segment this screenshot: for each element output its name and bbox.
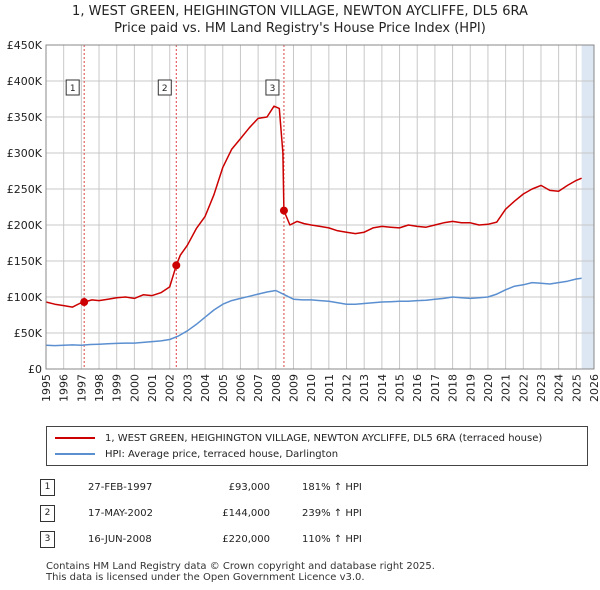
y-tick-label: £400K	[7, 75, 43, 88]
y-tick-label: £300K	[7, 147, 43, 160]
legend-label-property: 1, WEST GREEN, HEIGHINGTON VILLAGE, NEWT…	[105, 432, 543, 444]
x-tick-label: 2008	[270, 374, 283, 402]
table-row: 1 27-FEB-1997 £93,000 181% ↑ HPI	[40, 474, 362, 500]
x-tick-label: 2015	[394, 374, 407, 402]
price-chart: £0 £50K £100K £150K £200K £250K £300K £350K £400…	[7, 39, 600, 402]
x-tick-label: 2023	[535, 374, 548, 402]
x-tick-label: 2002	[164, 374, 177, 402]
sale-label-number: 2	[162, 84, 168, 94]
plot-border	[45, 44, 595, 370]
sale-label-number: 1	[70, 84, 76, 94]
chart-legend: 1, WEST GREEN, HEIGHINGTON VILLAGE, NEWT…	[46, 426, 588, 466]
x-tick-label: 2001	[146, 374, 159, 402]
x-tick-label: 2005	[217, 374, 230, 402]
forecast-band	[581, 45, 594, 369]
sale-label-box	[265, 79, 280, 96]
legend-label-hpi: HPI: Average price, terraced house, Darl…	[105, 448, 339, 460]
x-tick-label: 1997	[75, 374, 88, 402]
sales-table: 1 27-FEB-1997 £93,000 181% ↑ HPI 2 17-MA…	[40, 474, 362, 552]
x-tick-label: 2013	[358, 374, 371, 402]
x-tick-label: 2019	[464, 374, 477, 402]
x-tick-label: 1998	[93, 374, 106, 402]
sale-hpi-change: 181% ↑ HPI	[302, 481, 362, 493]
sale-price: £220,000	[222, 533, 270, 545]
x-tick-label: 1995	[40, 374, 53, 402]
y-tick-label: £50K	[14, 327, 43, 340]
x-tick-label: 2025	[570, 374, 583, 402]
x-tick-label: 2021	[500, 374, 513, 402]
y-tick-label: £350K	[7, 111, 43, 124]
x-tick-label: 2016	[411, 374, 424, 402]
sale-date: 16-JUN-2008	[88, 533, 152, 545]
x-tick-label: 1996	[58, 374, 71, 402]
x-tick-label: 2026	[588, 374, 600, 402]
x-tick-label: 2006	[234, 374, 247, 402]
sale-number-badge: 3	[40, 530, 55, 548]
x-tick-label: 2000	[128, 374, 141, 402]
sale-number-badge: 2	[40, 504, 55, 522]
x-tick-label: 2020	[482, 374, 495, 402]
x-tick-label: 2007	[252, 374, 265, 402]
sale-price: £144,000	[222, 507, 270, 519]
legend-item-hpi: HPI: Average price, terraced house, Darl…	[55, 446, 338, 462]
footer-line-2: This data is licensed under the Open Gov…	[46, 572, 365, 583]
y-tick-label: £150K	[7, 255, 43, 268]
y-tick-label: £450K	[7, 39, 43, 52]
sale-hpi-change: 110% ↑ HPI	[302, 533, 362, 545]
x-tick-label: 2022	[517, 374, 530, 402]
legend-item-property: 1, WEST GREEN, HEIGHINGTON VILLAGE, NEWT…	[55, 430, 542, 446]
table-row: 2 17-MAY-2002 £144,000 239% ↑ HPI	[40, 500, 362, 526]
sale-label-number: 3	[270, 84, 276, 94]
legend-swatch-property	[55, 437, 95, 439]
sale-price: £93,000	[228, 481, 270, 493]
y-tick-label: £0	[28, 363, 42, 376]
sale-date: 27-FEB-1997	[88, 481, 153, 493]
plot-area	[46, 45, 594, 369]
sale-date: 17-MAY-2002	[88, 507, 154, 519]
y-tick-label: £200K	[7, 219, 43, 232]
y-tick-label: £250K	[7, 183, 43, 196]
sale-point	[279, 206, 288, 215]
sale-label-box	[157, 79, 172, 96]
x-tick-label: 2014	[376, 374, 389, 402]
footer-line-1: Contains HM Land Registry data © Crown c…	[46, 561, 435, 572]
legend-swatch-hpi	[55, 453, 95, 455]
chart-title-line2: Price paid vs. HM Land Registry's House …	[114, 21, 486, 36]
sale-label-box	[65, 79, 80, 96]
series-line-hpi	[45, 277, 582, 347]
x-tick-label: 2012	[341, 374, 354, 402]
x-tick-label: 1999	[111, 374, 124, 402]
x-tick-label: 2018	[447, 374, 460, 402]
sale-point	[80, 298, 89, 307]
series-line-property	[45, 105, 582, 308]
sale-point	[172, 261, 181, 270]
chart-title-line1: 1, WEST GREEN, HEIGHINGTON VILLAGE, NEWT…	[72, 4, 528, 19]
x-tick-label: 2017	[429, 374, 442, 402]
y-tick-label: £100K	[7, 291, 43, 304]
sale-number-badge: 1	[40, 478, 55, 496]
x-tick-label: 2009	[287, 374, 300, 402]
x-tick-label: 2011	[323, 374, 336, 402]
table-row: 3 16-JUN-2008 £220,000 110% ↑ HPI	[40, 526, 362, 552]
x-tick-label: 2024	[553, 374, 566, 402]
x-tick-label: 2010	[305, 374, 318, 402]
x-tick-label: 2003	[181, 374, 194, 402]
footer-attribution: Contains HM Land Registry data © Crown c…	[46, 561, 435, 583]
x-tick-label: 2004	[199, 374, 212, 402]
sale-hpi-change: 239% ↑ HPI	[302, 507, 362, 519]
